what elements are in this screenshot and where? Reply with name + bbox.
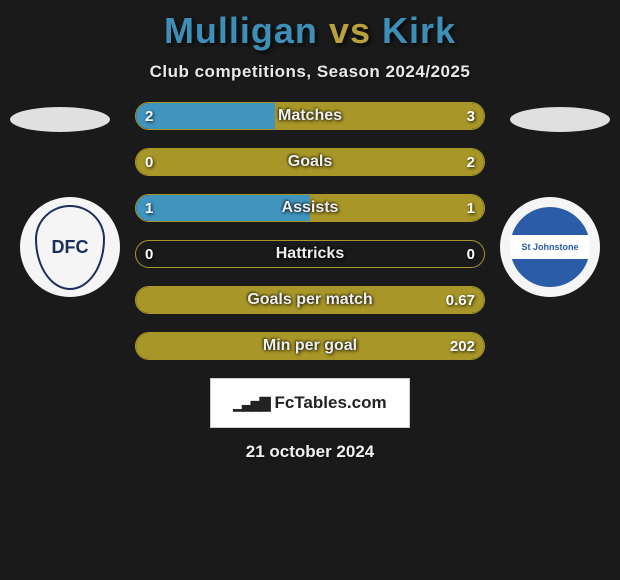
club-crest-left-inner: DFC	[35, 205, 105, 290]
stat-bar-track	[135, 194, 485, 222]
stat-bar-fill-right	[310, 195, 484, 221]
club-crest-right-inner: St Johnstone	[510, 207, 590, 287]
player1-shadow-oval	[10, 107, 110, 132]
stat-row: Goals per match0.67	[135, 286, 485, 314]
title: Mulligan vs Kirk	[0, 10, 620, 52]
stat-row: Hattricks00	[135, 240, 485, 268]
player1-name: Mulligan	[164, 10, 318, 51]
stat-bar-track	[135, 102, 485, 130]
stat-row: Goals02	[135, 148, 485, 176]
player2-shadow-oval	[510, 107, 610, 132]
subtitle: Club competitions, Season 2024/2025	[0, 62, 620, 82]
stat-bars: Matches23 Goals02 Assists11 Hattricks00 Goal…	[135, 102, 485, 360]
stat-row: Min per goal202	[135, 332, 485, 360]
club-crest-right-label: St Johnstone	[521, 243, 578, 252]
date-label: 21 october 2024	[0, 442, 620, 462]
stat-bar-track	[135, 286, 485, 314]
stat-bar-track	[135, 332, 485, 360]
stat-row: Matches23	[135, 102, 485, 130]
vs-separator: vs	[329, 10, 371, 51]
stat-bar-track	[135, 240, 485, 268]
stat-bar-fill-right	[136, 149, 484, 175]
player2-name: Kirk	[382, 10, 456, 51]
comparison-card: Mulligan vs Kirk Club competitions, Seas…	[0, 0, 620, 462]
fctables-logo: ▁▃▅▇ FcTables.com	[210, 378, 410, 428]
stat-bar-fill-right	[136, 287, 484, 313]
player2-club-crest: St Johnstone	[500, 197, 600, 297]
stat-bar-fill-right	[275, 103, 484, 129]
player1-club-crest: DFC	[20, 197, 120, 297]
stat-bar-fill-left	[136, 103, 275, 129]
stat-bar-fill-left	[136, 195, 310, 221]
stat-bar-fill-right	[136, 333, 484, 359]
stat-row: Assists11	[135, 194, 485, 222]
bar-chart-icon: ▁▃▅▇	[233, 395, 268, 412]
stat-bar-track	[135, 148, 485, 176]
logo-text: FcTables.com	[274, 393, 386, 413]
main-area: DFC St Johnstone Matches23 Goals02 Assists…	[0, 102, 620, 360]
